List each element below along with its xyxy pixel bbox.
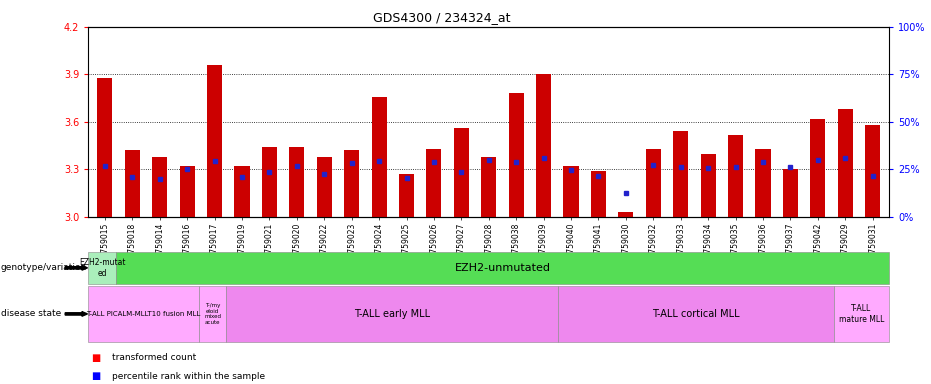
Text: transformed count: transformed count: [112, 353, 196, 362]
Bar: [728, 135, 743, 217]
Text: ■: ■: [91, 353, 101, 363]
Bar: [834, 286, 889, 342]
Bar: [508, 93, 524, 217]
Text: EZH2-unmutated: EZH2-unmutated: [454, 263, 550, 273]
Bar: [453, 128, 469, 217]
Bar: [226, 286, 558, 342]
Text: genotype/variation: genotype/variation: [1, 263, 88, 272]
Bar: [371, 97, 386, 217]
Bar: [88, 252, 116, 284]
Bar: [399, 174, 414, 217]
Bar: [88, 286, 199, 342]
Text: disease state: disease state: [1, 310, 61, 318]
Bar: [481, 157, 496, 217]
Bar: [810, 119, 826, 217]
Text: GDS4300 / 234324_at: GDS4300 / 234324_at: [373, 12, 511, 25]
Bar: [180, 166, 195, 217]
Bar: [152, 157, 168, 217]
Text: T-ALL
mature MLL: T-ALL mature MLL: [839, 304, 884, 324]
Bar: [673, 131, 688, 217]
Text: EZH2-mutat
ed: EZH2-mutat ed: [79, 258, 126, 278]
Text: T-ALL early MLL: T-ALL early MLL: [354, 309, 430, 319]
Bar: [646, 149, 661, 217]
Text: T-ALL PICALM-MLLT10 fusion MLL: T-ALL PICALM-MLLT10 fusion MLL: [87, 311, 201, 317]
Bar: [207, 65, 223, 217]
Text: ■: ■: [91, 371, 101, 381]
Bar: [838, 109, 853, 217]
Text: T-/my
eloid
mixed
acute: T-/my eloid mixed acute: [204, 303, 222, 325]
Bar: [125, 151, 140, 217]
Bar: [536, 74, 551, 217]
Bar: [563, 166, 578, 217]
Bar: [235, 166, 250, 217]
Bar: [317, 157, 331, 217]
Bar: [558, 286, 834, 342]
Bar: [262, 147, 277, 217]
Bar: [591, 171, 606, 217]
Bar: [290, 147, 304, 217]
Text: percentile rank within the sample: percentile rank within the sample: [112, 372, 264, 381]
Bar: [344, 151, 359, 217]
Bar: [783, 169, 798, 217]
Bar: [865, 125, 880, 217]
Bar: [701, 154, 716, 217]
Bar: [98, 78, 113, 217]
Bar: [755, 149, 771, 217]
Bar: [199, 286, 226, 342]
Bar: [426, 149, 441, 217]
Bar: [618, 212, 633, 217]
Text: T-ALL cortical MLL: T-ALL cortical MLL: [652, 309, 739, 319]
